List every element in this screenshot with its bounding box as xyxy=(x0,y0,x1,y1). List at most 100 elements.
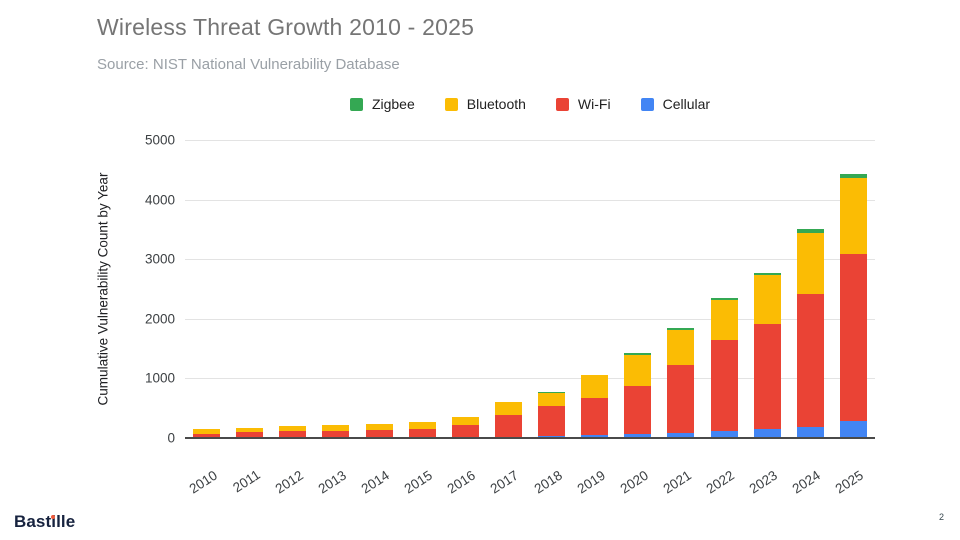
x-tick-label-2019: 2019 xyxy=(574,467,608,497)
bar-2016 xyxy=(451,417,479,438)
bar-segment-cellular-2018 xyxy=(538,435,566,438)
bar-segment-wi-fi-2020 xyxy=(624,385,652,434)
bar-segment-bluetooth-2024 xyxy=(796,233,824,295)
gridline-2000 xyxy=(185,318,875,320)
bar-segment-bluetooth-2011 xyxy=(236,427,264,433)
bar-2011 xyxy=(236,427,264,438)
bar-segment-wi-fi-2024 xyxy=(796,294,824,427)
bar-segment-cellular-2023 xyxy=(753,429,781,438)
x-tick-label-2025: 2025 xyxy=(833,467,867,497)
x-tick-label-2022: 2022 xyxy=(703,467,737,497)
bar-2020 xyxy=(624,353,652,438)
legend-item-wi-fi: Wi-Fi xyxy=(555,96,611,112)
bar-segment-bluetooth-2015 xyxy=(408,422,436,430)
x-tick-label-2018: 2018 xyxy=(531,467,565,497)
x-axis-line xyxy=(185,437,875,439)
bar-2021 xyxy=(667,328,695,438)
bar-segment-wi-fi-2011 xyxy=(236,432,264,438)
bar-segment-wi-fi-2014 xyxy=(365,430,393,438)
bar-segment-wi-fi-2023 xyxy=(753,323,781,430)
chart-source-subtitle: Source: NIST National Vulnerability Data… xyxy=(97,56,400,73)
x-tick-label-2012: 2012 xyxy=(272,467,306,497)
bar-segment-wi-fi-2013 xyxy=(322,430,350,438)
bar-2010 xyxy=(193,429,221,438)
bar-2015 xyxy=(408,422,436,438)
x-tick-label-2015: 2015 xyxy=(401,467,436,497)
bar-2019 xyxy=(581,375,609,438)
bar-segment-bluetooth-2013 xyxy=(322,425,350,431)
bar-segment-wi-fi-2012 xyxy=(279,431,307,438)
y-tick-label-1000: 1000 xyxy=(144,370,175,386)
page-number: 2 xyxy=(938,512,944,522)
bar-segment-bluetooth-2016 xyxy=(451,417,479,426)
legend-label: Bluetooth xyxy=(466,96,526,112)
bar-segment-cellular-2022 xyxy=(710,431,738,438)
bar-segment-cellular-2019 xyxy=(581,434,609,438)
x-tick-label-2023: 2023 xyxy=(746,467,781,497)
legend-item-cellular: Cellular xyxy=(640,96,711,112)
bar-segment-bluetooth-2022 xyxy=(710,300,738,340)
bar-segment-bluetooth-2018 xyxy=(538,392,566,407)
bar-segment-cellular-2020 xyxy=(624,433,652,438)
y-axis-title: Cumulative Vulnerability Count by Year xyxy=(95,172,111,406)
y-tick-label-5000: 5000 xyxy=(144,132,175,148)
bar-segment-wi-fi-2019 xyxy=(581,398,609,435)
gridline-4000 xyxy=(185,199,875,201)
legend-swatch-icon xyxy=(640,97,654,111)
bar-segment-bluetooth-2023 xyxy=(753,275,781,324)
legend-label: Zigbee xyxy=(371,96,415,112)
bar-segment-wi-fi-2015 xyxy=(408,429,436,438)
legend-swatch-icon xyxy=(555,97,569,111)
y-tick-label-2000: 2000 xyxy=(144,311,175,327)
bar-segment-zigbee-2025 xyxy=(839,173,867,179)
legend-label: Wi-Fi xyxy=(577,96,611,112)
bar-segment-cellular-2024 xyxy=(796,426,824,438)
bastille-logo-text: Bastille xyxy=(14,512,76,531)
bar-2025 xyxy=(839,173,867,438)
bar-segment-bluetooth-2019 xyxy=(581,375,609,399)
x-tick-label-2021: 2021 xyxy=(660,467,694,497)
plot-area xyxy=(185,140,875,439)
bar-segment-bluetooth-2021 xyxy=(667,330,695,365)
legend-swatch-icon xyxy=(349,97,363,111)
bar-segment-wi-fi-2025 xyxy=(839,254,867,422)
bar-2018 xyxy=(538,391,566,438)
chart-legend: Zigbee Bluetooth Wi-Fi Cellular xyxy=(185,96,875,112)
bar-segment-bluetooth-2025 xyxy=(839,178,867,255)
x-tick-label-2016: 2016 xyxy=(444,467,479,497)
y-tick-label-0: 0 xyxy=(167,430,175,446)
gridline-5000 xyxy=(185,140,875,141)
bar-segment-wi-fi-2018 xyxy=(538,406,566,436)
bar-segment-zigbee-2020 xyxy=(624,353,652,356)
gridline-3000 xyxy=(185,259,875,261)
bar-segment-zigbee-2021 xyxy=(667,328,695,331)
legend-swatch-icon xyxy=(444,97,458,111)
bar-segment-bluetooth-2012 xyxy=(279,426,307,432)
bar-2024 xyxy=(796,229,824,438)
y-tick-label-4000: 4000 xyxy=(144,192,175,208)
bar-segment-bluetooth-2010 xyxy=(193,429,221,434)
bar-segment-zigbee-2022 xyxy=(710,297,738,301)
bar-segment-bluetooth-2020 xyxy=(624,355,652,386)
bar-segment-wi-fi-2017 xyxy=(494,414,522,437)
legend-item-bluetooth: Bluetooth xyxy=(444,96,526,112)
bar-segment-zigbee-2024 xyxy=(796,229,824,234)
bar-2023 xyxy=(753,272,781,438)
legend-label: Cellular xyxy=(662,96,711,112)
bar-segment-bluetooth-2014 xyxy=(365,424,393,431)
bar-segment-cellular-2021 xyxy=(667,432,695,438)
x-tick-label-2014: 2014 xyxy=(358,467,392,497)
x-tick-label-2011: 2011 xyxy=(229,467,263,496)
bar-segment-cellular-2025 xyxy=(839,421,867,438)
x-tick-label-2013: 2013 xyxy=(315,467,349,497)
bar-2013 xyxy=(322,425,350,438)
chart-title: Wireless Threat Growth 2010 - 2025 xyxy=(97,14,475,40)
logo-dot-icon xyxy=(51,514,55,519)
x-tick-label-2010: 2010 xyxy=(186,467,220,497)
gridline-1000 xyxy=(185,378,875,380)
bar-segment-wi-fi-2016 xyxy=(451,425,479,438)
bar-2022 xyxy=(710,297,738,438)
bar-segment-zigbee-2018 xyxy=(538,391,566,393)
